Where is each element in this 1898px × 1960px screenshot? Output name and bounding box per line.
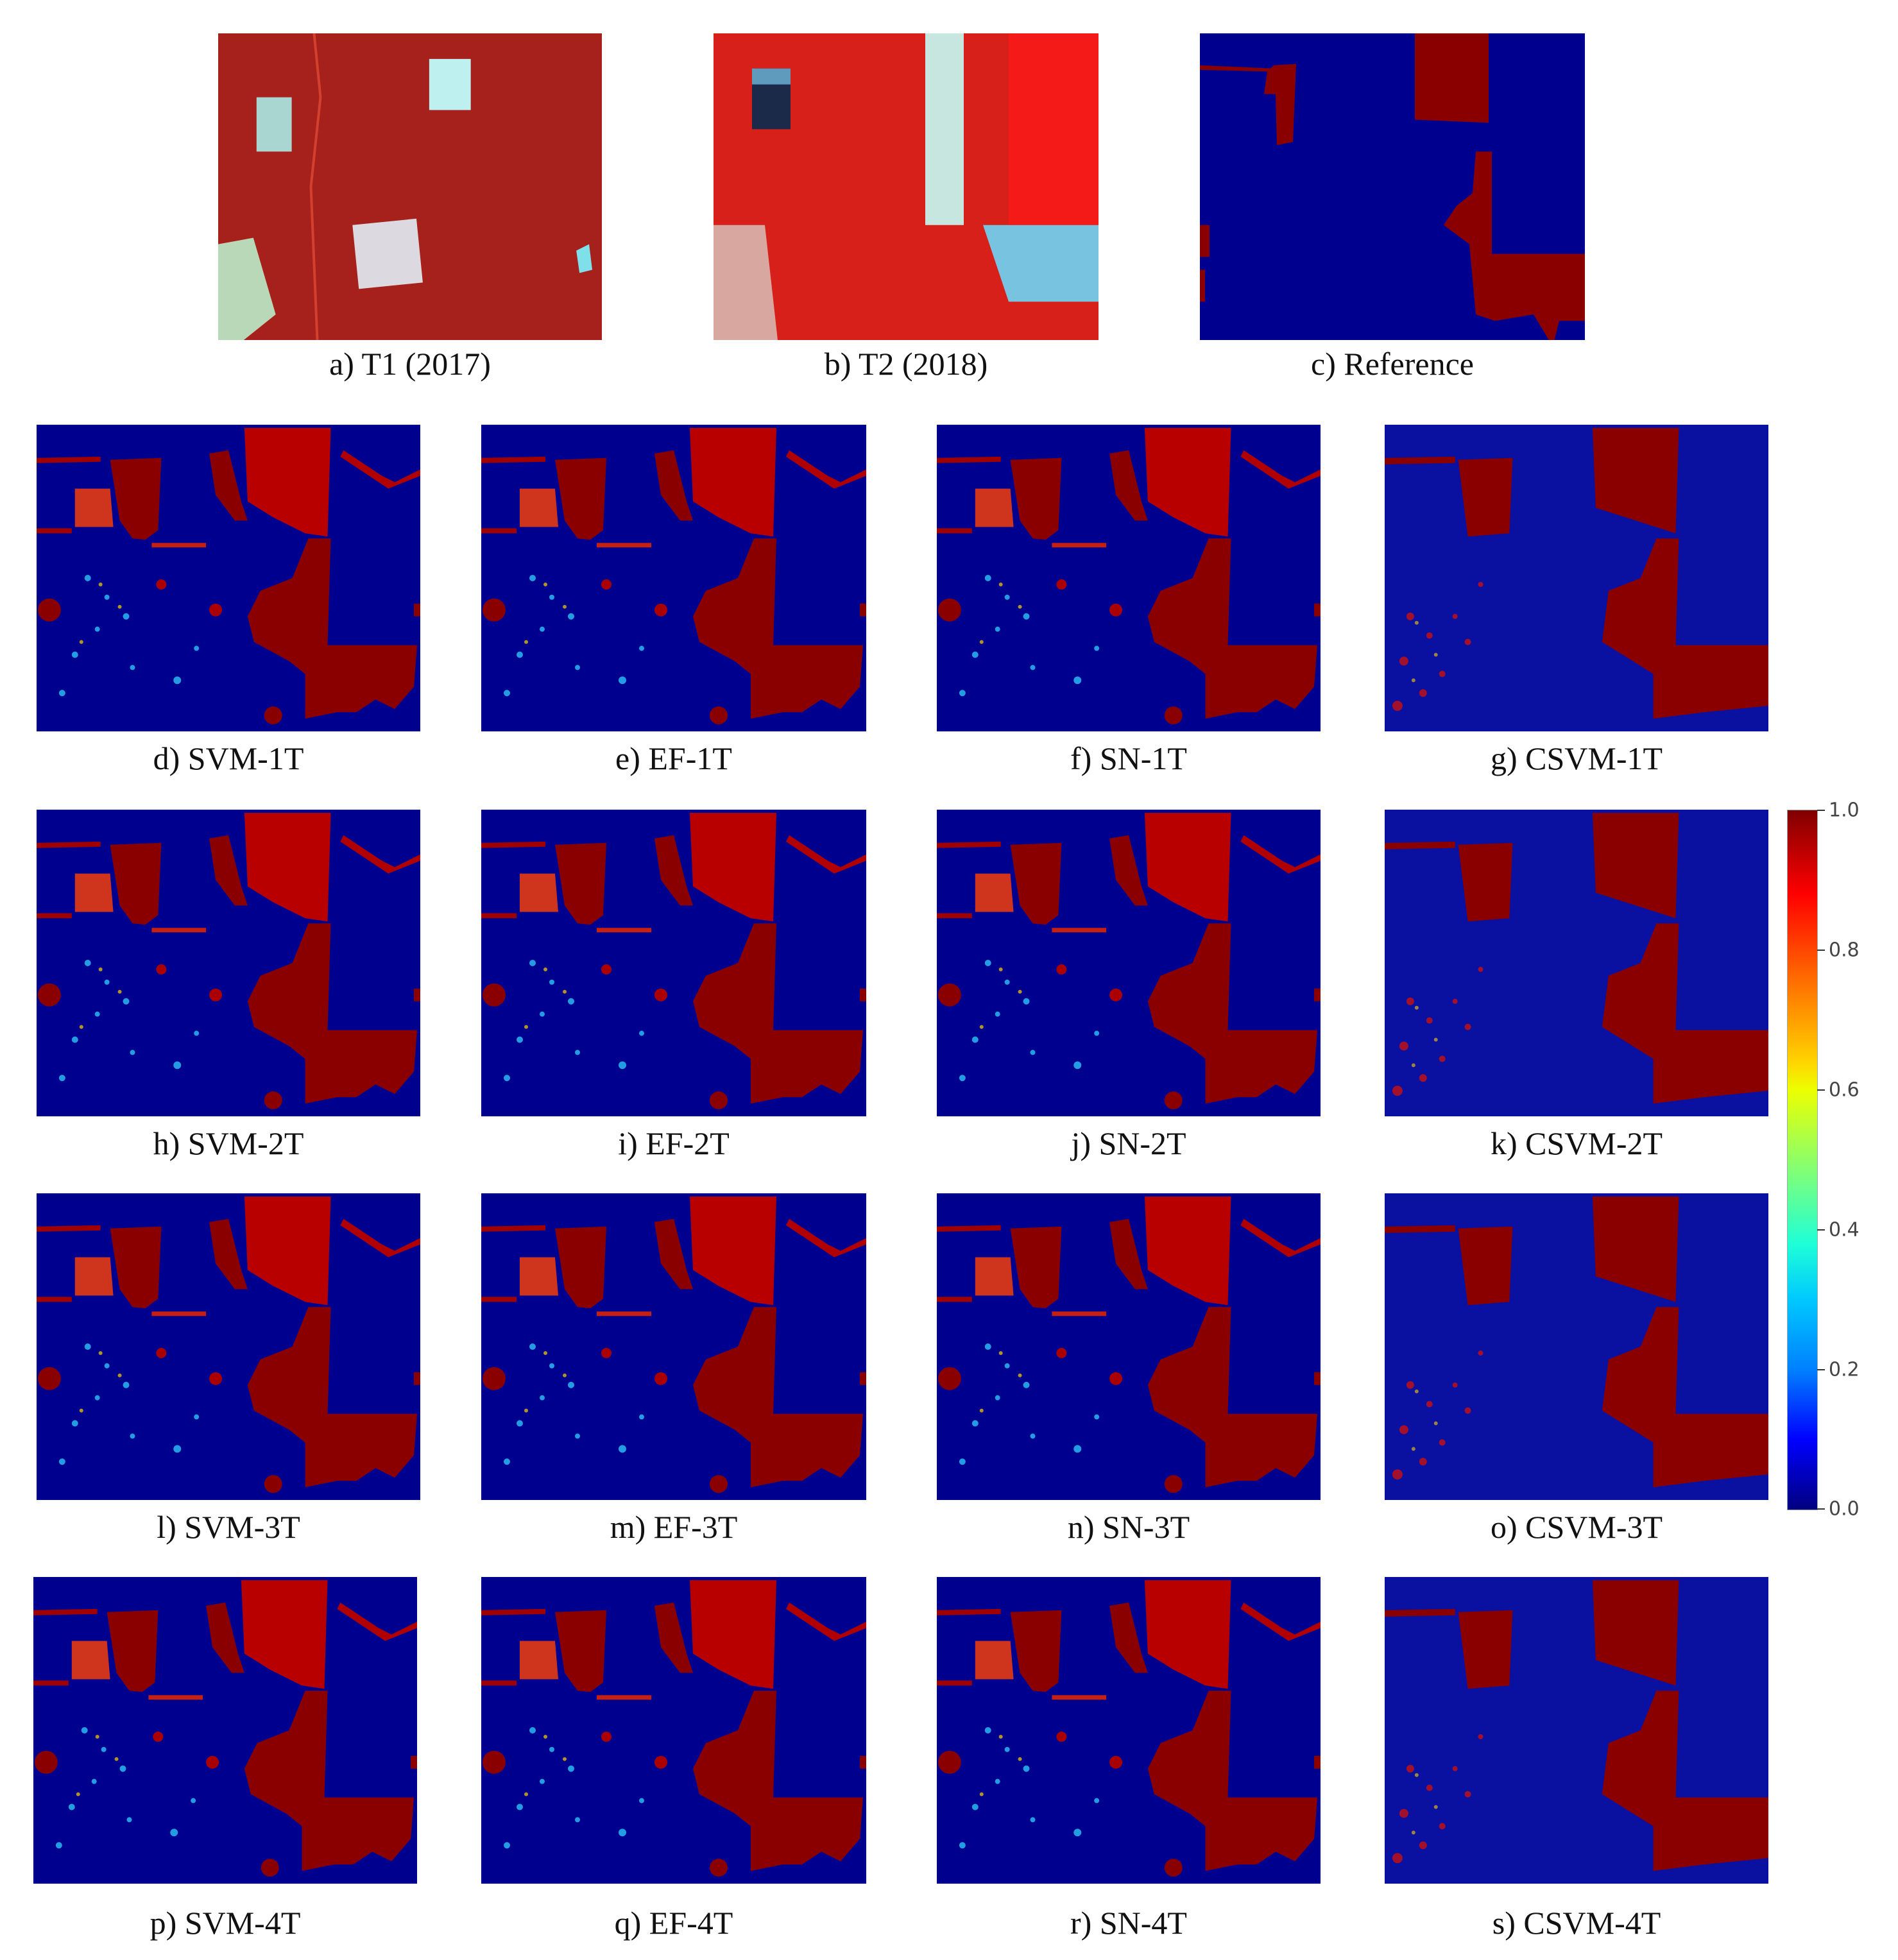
- caption-q: q) EF-4T: [614, 1905, 733, 1941]
- caption-b: b) T2 (2018): [824, 346, 988, 382]
- caption-j: j) SN-2T: [1071, 1125, 1186, 1161]
- caption-m: m) EF-3T: [610, 1509, 738, 1545]
- panel-l-svm-3t: [37, 1193, 420, 1500]
- colorbar-tick: [1817, 1229, 1825, 1231]
- colorbar-tick-label: 0.0: [1829, 1497, 1860, 1521]
- panel-c-reference-map: [1200, 33, 1585, 340]
- panel-k-csvm-2t: [1385, 810, 1768, 1116]
- colorbar-tick: [1817, 1089, 1825, 1091]
- panel-e-ef-1t: [481, 425, 866, 731]
- caption-g: g) CSVM-1T: [1490, 740, 1663, 776]
- colorbar-tick: [1817, 950, 1825, 951]
- panel-i-ef-2t: [481, 810, 866, 1116]
- caption-o: o) CSVM-3T: [1490, 1509, 1663, 1545]
- panel-a-t1-2017-image: [218, 33, 602, 340]
- colorbar: [1787, 810, 1818, 1510]
- colorbar-tick-label: 0.2: [1829, 1358, 1860, 1381]
- caption-p: p) SVM-4T: [150, 1905, 301, 1941]
- panel-h-svm-2t: [37, 810, 420, 1116]
- panel-f-sn-1t: [937, 425, 1321, 731]
- caption-f: f) SN-1T: [1070, 740, 1187, 776]
- panel-g-csvm-1t: [1385, 425, 1768, 731]
- caption-e: e) EF-1T: [615, 740, 732, 776]
- colorbar-tick-label: 0.6: [1829, 1078, 1860, 1102]
- panel-s-csvm-4t: [1385, 1577, 1768, 1884]
- colorbar-tick: [1817, 810, 1825, 811]
- caption-h: h) SVM-2T: [153, 1125, 304, 1161]
- caption-a: a) T1 (2017): [329, 346, 491, 382]
- panel-j-sn-2t: [937, 810, 1321, 1116]
- panel-n-sn-3t: [937, 1193, 1321, 1500]
- colorbar-tick: [1817, 1369, 1825, 1370]
- panel-q-ef-4t: [481, 1577, 866, 1884]
- caption-r: r) SN-4T: [1070, 1905, 1187, 1941]
- caption-s: s) CSVM-4T: [1492, 1905, 1661, 1941]
- panel-p-svm-4t: [33, 1577, 417, 1884]
- colorbar-tick-label: 0.8: [1829, 939, 1860, 962]
- caption-l: l) SVM-3T: [157, 1509, 300, 1545]
- caption-i: i) EF-2T: [618, 1125, 730, 1161]
- colorbar-tick-label: 1.0: [1829, 799, 1860, 822]
- caption-d: d) SVM-1T: [153, 740, 304, 776]
- colorbar-tick-label: 0.4: [1829, 1218, 1860, 1241]
- caption-k: k) CSVM-2T: [1490, 1125, 1663, 1161]
- panel-m-ef-3t: [481, 1193, 866, 1500]
- panel-d-svm-1t: [37, 425, 420, 731]
- caption-n: n) SN-3T: [1067, 1509, 1190, 1545]
- colorbar-tick: [1817, 1508, 1825, 1510]
- panel-o-csvm-3t: [1385, 1193, 1768, 1500]
- panel-r-sn-4t: [937, 1577, 1321, 1884]
- panel-b-t2-2018-image: [714, 33, 1099, 340]
- caption-c: c) Reference: [1311, 346, 1474, 382]
